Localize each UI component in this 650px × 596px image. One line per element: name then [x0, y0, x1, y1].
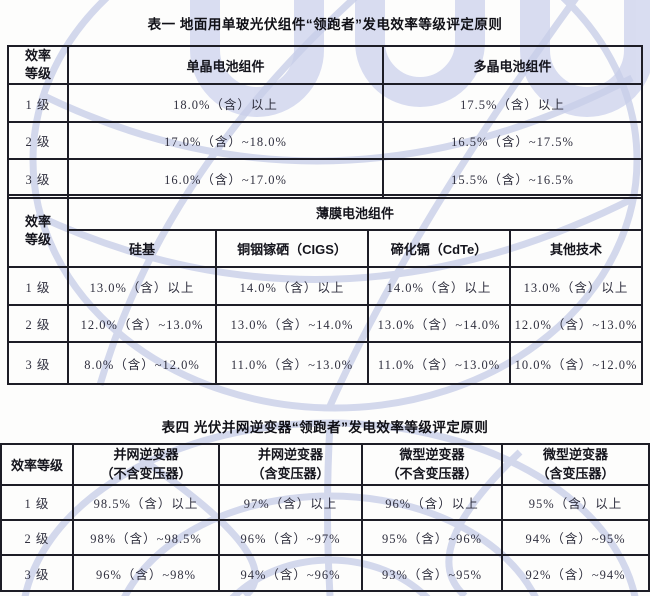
- table4-title: 表四 光伏并网逆变器“领跑者”发电效率等级评定原则: [161, 420, 489, 435]
- value-cell: 12.0%（含）~13.0%: [67, 304, 217, 343]
- grade-cell: 1 级: [0, 484, 74, 521]
- value-cell: 13.0%（含）~14.0%: [215, 304, 369, 343]
- thinfilm-group-header: 薄膜电池组件: [66, 194, 644, 231]
- thinfilm-col-header-cdte: 碲化镉（CdTe）: [367, 229, 511, 268]
- value-cell: 10.0%（含）~12.0%: [508, 341, 644, 385]
- mono-value-cell: 17.0%（含）~18.0%: [67, 121, 384, 161]
- value-cell: 14.0%（含）以上: [367, 266, 511, 306]
- grade-cell: 3 级: [0, 554, 74, 592]
- value-cell: 98%（含）~98.5%: [72, 519, 220, 556]
- table1-thinfilm-corner-header: 效率 等级: [7, 194, 69, 268]
- table1-crystalline: 效率 等级 单晶电池组件 多晶电池组件 1 级 18.0%（含）以上 17.5%…: [7, 44, 643, 200]
- value-cell: 94%（含）~95%: [501, 519, 650, 556]
- value-cell: 97%（含）以上: [218, 484, 363, 521]
- value-cell: 12.0%（含）~13.0%: [508, 304, 644, 343]
- table4-col-header-grid-no-transformer: 并网逆变器 （不含变压器）: [72, 443, 220, 486]
- grade-cell: 1 级: [7, 266, 69, 306]
- table-row: 2 级 17.0%（含）~18.0% 16.5%（含）~17.5%: [7, 121, 643, 161]
- grade-cell: 3 级: [7, 341, 69, 385]
- grade-cell: 2 级: [7, 121, 69, 161]
- value-cell: 93%（含）~95%: [361, 554, 503, 592]
- value-cell: 13.0%（含）以上: [67, 266, 217, 306]
- value-cell: 94%（含）~96%: [218, 554, 363, 592]
- mono-value-cell: 16.0%（含）~17.0%: [67, 158, 384, 200]
- value-cell: 92%（含）~94%: [501, 554, 650, 592]
- table4-inverters: 效率等级 并网逆变器 （不含变压器） 并网逆变器 （含变压器） 微型逆变器 （不…: [0, 443, 650, 592]
- poly-value-cell: 15.5%（含）~16.5%: [382, 158, 643, 200]
- grade-cell: 3 级: [7, 158, 69, 200]
- value-cell: 95%（含）以上: [501, 484, 650, 521]
- table1-mono-header: 单晶电池组件: [67, 44, 384, 86]
- table4-col-header-grid-transformer: 并网逆变器 （含变压器）: [218, 443, 363, 486]
- value-cell: 96%（含）~97%: [218, 519, 363, 556]
- value-cell: 13.0%（含）以上: [508, 266, 644, 306]
- table-row: 3 级 16.0%（含）~17.0% 15.5%（含）~16.5%: [7, 158, 643, 200]
- table-row: 2 级 12.0%（含）~13.0% 13.0%（含）~14.0% 13.0%（…: [7, 304, 644, 343]
- table-row: 3 级 8.0%（含）~12.0% 11.0%（含）~13.0% 11.0%（含…: [7, 341, 644, 385]
- value-cell: 14.0%（含）以上: [215, 266, 369, 306]
- table4-col-header-micro-no-transformer: 微型逆变器 （不含变压器）: [361, 443, 503, 486]
- poly-value-cell: 17.5%（含）以上: [382, 83, 643, 124]
- grade-cell: 2 级: [7, 304, 69, 343]
- thinfilm-col-header-cigs: 铜铟镓硒（CIGS）: [215, 229, 369, 268]
- table4-col-header-micro-transformer: 微型逆变器 （含变压器）: [501, 443, 650, 486]
- value-cell: 96%（含）以上: [361, 484, 503, 521]
- table-row: 1 级 98.5%（含）以上 97%（含）以上 96%（含）以上 95%（含）以…: [0, 484, 650, 521]
- thinfilm-col-header-silicon: 硅基: [67, 229, 217, 268]
- table-row: 2 级 98%（含）~98.5% 96%（含）~97% 95%（含）~96% 9…: [0, 519, 650, 556]
- thinfilm-col-header-other: 其他技术: [508, 229, 644, 268]
- table1-poly-header: 多晶电池组件: [382, 44, 643, 86]
- value-cell: 98.5%（含）以上: [72, 484, 220, 521]
- value-cell: 11.0%（含）~13.0%: [367, 341, 511, 385]
- table-row: 3 级 96%（含）~98% 94%（含）~96% 93%（含）~95% 92%…: [0, 554, 650, 592]
- table-row: 1 级 13.0%（含）以上 14.0%（含）以上 14.0%（含）以上 13.…: [7, 266, 644, 306]
- value-cell: 95%（含）~96%: [361, 519, 503, 556]
- value-cell: 96%（含）~98%: [72, 554, 220, 592]
- table1-title: 表一 地面用单玻光伏组件“领跑者”发电效率等级评定原则: [147, 17, 503, 32]
- table-row: 1 级 18.0%（含）以上 17.5%（含）以上: [7, 83, 643, 124]
- table4-corner-header: 效率等级: [0, 443, 74, 486]
- grade-cell: 2 级: [0, 519, 74, 556]
- grade-cell: 1 级: [7, 83, 69, 124]
- table1-corner-header: 效率 等级: [7, 44, 69, 86]
- value-cell: 8.0%（含）~12.0%: [67, 341, 217, 385]
- table1-thinfilm: 效率 等级 薄膜电池组件 硅基 铜铟镓硒（CIGS） 碲化镉（CdTe） 其他技…: [7, 194, 644, 385]
- poly-value-cell: 16.5%（含）~17.5%: [382, 121, 643, 161]
- value-cell: 11.0%（含）~13.0%: [215, 341, 369, 385]
- mono-value-cell: 18.0%（含）以上: [67, 83, 384, 124]
- value-cell: 13.0%（含）~14.0%: [367, 304, 511, 343]
